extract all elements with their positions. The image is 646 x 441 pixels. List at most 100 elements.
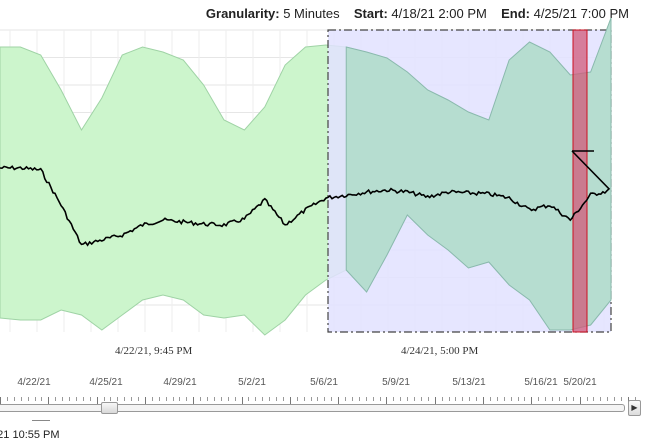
timeline-tick [69, 397, 70, 401]
timeline-tick [317, 397, 319, 401]
timeline-tick [234, 397, 236, 401]
start-label: Start: [353, 6, 388, 21]
x-axis-label-2: 4/24/21, 5:00 PM [401, 345, 479, 357]
timeline-tick [289, 397, 291, 404]
timeline-tick [6, 397, 8, 401]
footer-timestamp: 5/21 10:55 PM [0, 429, 60, 441]
timeline-tick [89, 397, 91, 401]
timeline-tick [55, 397, 57, 401]
timeline-tick [207, 397, 208, 401]
timeline-tick [324, 397, 326, 401]
timeline-tick [552, 397, 553, 401]
timeline-tick [462, 397, 464, 401]
timeline-tick [172, 397, 174, 401]
timeline-tick [158, 397, 160, 401]
timeline-tick [503, 397, 505, 401]
timeline-label: 4/29/21 [163, 377, 197, 388]
timeline-label: 4/22/21 [17, 377, 51, 388]
timeline-tick [34, 397, 36, 401]
timeline-tick [262, 397, 264, 401]
timeline-tick [131, 397, 133, 401]
arrow-right-icon[interactable]: ▶ [628, 400, 641, 416]
timeline-tick [186, 397, 188, 401]
timeline-tick [193, 397, 195, 404]
timeline-tick [483, 397, 484, 404]
timeline-tick [151, 397, 153, 401]
timeline-tick [0, 397, 1, 404]
timeline-tick [27, 397, 29, 401]
timeline-ticks [0, 390, 640, 404]
timeline-tick [358, 397, 360, 401]
timeline-tick [496, 397, 498, 401]
timeline-tick [351, 397, 353, 401]
timeline-tick [165, 397, 167, 401]
timeline-tick [144, 397, 146, 404]
timeline-tick [96, 397, 98, 404]
timeline-tick [331, 397, 333, 401]
timeline-tick [75, 397, 77, 401]
timeline-thumb[interactable] [101, 402, 118, 414]
timeline-tick [124, 397, 126, 401]
start-value[interactable]: 4/18/21 2:00 PM [391, 6, 487, 21]
timeline-tick [117, 397, 119, 401]
timeline-tick [20, 397, 22, 401]
timeline-label: 5/6/21 [310, 377, 338, 388]
timeline-tick [531, 397, 533, 404]
timeline-tick [379, 397, 381, 401]
metric-line [0, 150, 611, 247]
timeline-tick [372, 397, 374, 401]
timeline-tick [386, 397, 388, 404]
timeline-label: 5/9/21 [382, 377, 410, 388]
timeline-tick [282, 397, 284, 401]
timeline-tick [400, 397, 402, 401]
timeline-tick [13, 397, 15, 401]
timeline-tick [614, 397, 616, 401]
timeline-tick [621, 397, 622, 401]
timeline-tick [48, 397, 50, 404]
granularity-value[interactable]: 5 Minutes [283, 6, 340, 21]
timeline-tick [241, 397, 243, 404]
granularity-label: Granularity: [205, 6, 280, 21]
timeline-label: 5/13/21 [452, 377, 486, 388]
end-label: End: [501, 6, 530, 21]
timeline-track[interactable] [0, 404, 625, 412]
timeline-tick [103, 397, 105, 401]
timeline-tick [455, 397, 457, 401]
timeline-tick [296, 397, 298, 401]
timeline-tick [200, 397, 202, 401]
timeline-tick [138, 397, 139, 401]
timeline-label: 5/20/21 [563, 377, 597, 388]
end-value[interactable]: 4/25/21 7:00 PM [533, 6, 629, 21]
timeline-tick [255, 397, 257, 401]
timeline-tick [572, 397, 574, 401]
timeline-tick [110, 397, 112, 401]
timeline-tick [407, 397, 409, 401]
timeline-tick [365, 397, 367, 401]
confidence-band-selected [345, 17, 612, 331]
timeline-tick [427, 397, 429, 401]
timeline-label: 4/25/21 [89, 377, 123, 388]
timeline-tick [469, 397, 471, 401]
timeline-label: 5/2/21 [238, 377, 266, 388]
timeline-tick [441, 397, 443, 401]
timeline-tick [414, 397, 415, 401]
timeline-tick [524, 397, 526, 401]
anomaly-highlight [572, 29, 588, 333]
timeline-tick [558, 397, 560, 401]
timeline-tick [303, 397, 305, 401]
timeline-tick [538, 397, 540, 401]
timeline-tick [600, 397, 602, 401]
timeline-tick [434, 397, 436, 404]
timeline-tick [510, 397, 512, 401]
timeline-tick [586, 397, 588, 401]
timeline-tick [179, 397, 181, 401]
timeline-tick [41, 397, 43, 401]
timeline-tick [338, 397, 340, 404]
timeline-tick [565, 397, 567, 401]
x-axis-label-1: 4/22/21, 9:45 PM [115, 345, 193, 357]
metric-chart[interactable] [0, 0, 646, 340]
timeline-tick [227, 397, 229, 401]
timeline-tick [634, 397, 636, 401]
timeline-tick [420, 397, 422, 401]
timeline-tick [489, 397, 491, 401]
